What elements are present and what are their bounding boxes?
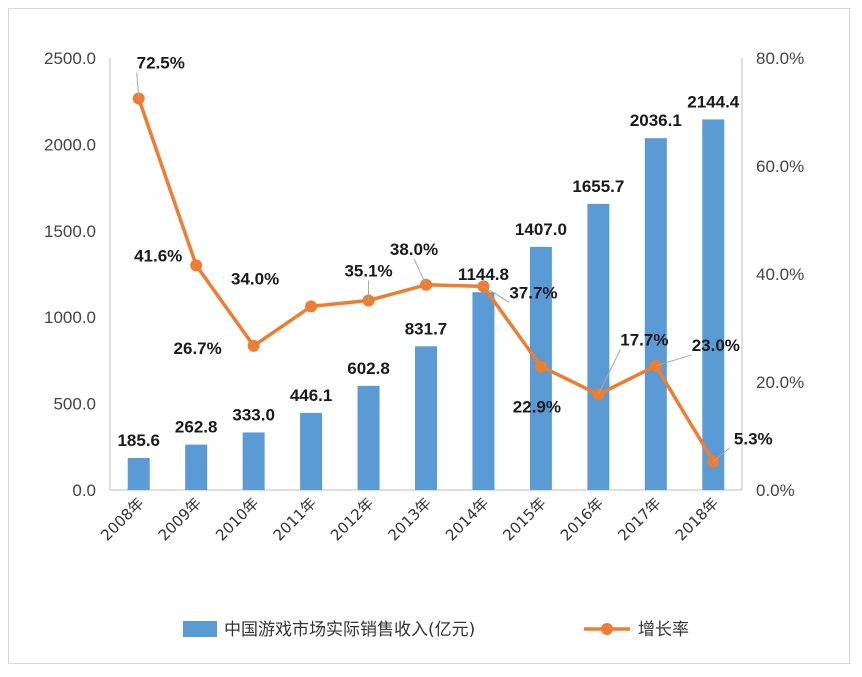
revenue-bar — [702, 119, 725, 490]
y-left-tick-label: 500.0 — [53, 395, 96, 414]
legend-bar-label: 中国游戏市场实际销售收入(亿元) — [224, 620, 475, 640]
line-data-label: 17.7% — [620, 330, 668, 349]
y-left-tick-label: 1500.0 — [44, 222, 96, 241]
line-data-label: 72.5% — [137, 54, 185, 73]
line-data-label: 37.7% — [509, 283, 557, 302]
line-data-label: 35.1% — [344, 261, 392, 280]
x-tick-label: 2008年 — [97, 494, 147, 544]
revenue-bar — [300, 412, 323, 490]
x-tick-label: 2013年 — [384, 494, 434, 544]
legend-bar-swatch — [183, 621, 217, 637]
bar-data-label: 602.8 — [347, 359, 390, 378]
line-data-label: 26.7% — [174, 339, 222, 358]
y-left-tick-label: 2500.0 — [44, 49, 96, 68]
x-tick-label: 2011年 — [270, 494, 320, 544]
legend-line-marker — [601, 623, 613, 635]
bar-data-label: 333.0 — [232, 405, 275, 424]
growth-rate-point — [534, 360, 547, 373]
revenue-bar — [415, 346, 437, 490]
bar-data-label: 1144.8 — [458, 265, 509, 284]
label-leader-line — [136, 72, 140, 99]
bar-data-label: 1407.0 — [515, 220, 567, 239]
legend-line-label: 增长率 — [638, 620, 689, 640]
label-leader-line — [597, 349, 621, 395]
x-tick-label: 2012年 — [327, 494, 377, 544]
bar-data-label: 2036.1 — [630, 111, 682, 130]
line-data-label: 23.0% — [692, 336, 740, 355]
bar-data-label: 446.1 — [290, 386, 333, 405]
growth-rate-point — [190, 259, 203, 272]
x-tick-label: 2009年 — [155, 494, 205, 544]
y-right-tick-label: 0.0% — [756, 481, 795, 500]
revenue-bar — [644, 138, 667, 490]
bar-data-label: 262.8 — [175, 418, 218, 437]
label-leader-line — [413, 258, 427, 286]
revenue-bar — [587, 203, 610, 491]
x-tick-label: 2018年 — [672, 494, 722, 544]
line-data-label: 22.9% — [513, 397, 561, 416]
x-tick-label: 2017年 — [614, 494, 664, 544]
bar-data-label: 831.7 — [405, 319, 448, 338]
bar-data-label: 185.6 — [117, 431, 160, 450]
line-data-label: 34.0% — [231, 269, 279, 288]
y-left-tick-label: 0.0 — [72, 481, 96, 500]
y-left-tick-label: 2000.0 — [44, 135, 96, 154]
line-data-label: 38.0% — [390, 240, 438, 259]
line-data-label: 41.6% — [134, 246, 182, 265]
x-tick-label: 2015年 — [499, 494, 549, 544]
label-leader-line — [483, 285, 510, 303]
y-right-tick-label: 20.0% — [756, 373, 804, 392]
label-leader-line — [712, 447, 730, 462]
label-leader-line — [655, 354, 692, 367]
bar-data-label: 1655.7 — [572, 177, 624, 196]
growth-rate-point — [305, 300, 318, 313]
growth-rate-point — [247, 339, 260, 352]
x-tick-label: 2014年 — [442, 494, 492, 544]
revenue-bar — [127, 457, 150, 490]
x-tick-label: 2010年 — [212, 494, 262, 544]
x-tick-label: 2016年 — [557, 494, 607, 544]
revenue-bar — [357, 385, 380, 490]
revenue-bar — [472, 292, 495, 490]
revenue-bar — [185, 444, 208, 490]
line-data-label: 5.3% — [734, 429, 773, 448]
bar-data-label: 2144.4 — [687, 92, 740, 111]
y-right-tick-label: 40.0% — [756, 265, 804, 284]
y-right-tick-label: 80.0% — [756, 49, 804, 68]
y-right-tick-label: 60.0% — [756, 157, 804, 176]
y-left-tick-label: 1000.0 — [44, 308, 96, 327]
revenue-bar — [242, 432, 265, 490]
